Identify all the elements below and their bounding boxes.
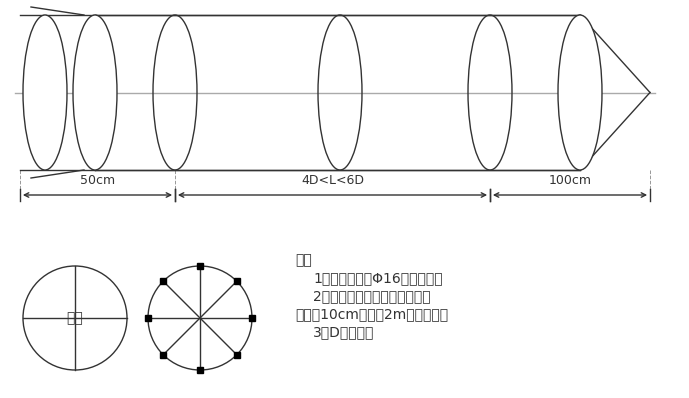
Text: 箍筋: 箍筋 [67,311,83,325]
Text: 3、D为桩径。: 3、D为桩径。 [313,325,374,339]
Ellipse shape [23,15,67,170]
Ellipse shape [558,15,602,170]
Text: 100cm: 100cm [548,174,591,187]
Text: 2、检孔器外径比桩基锤筋笼的: 2、检孔器外径比桩基锤筋笼的 [313,289,431,303]
Text: 注：: 注： [295,253,311,267]
Text: 4D<L<6D: 4D<L<6D [301,174,364,187]
Text: 1、检孔器均为Φ16的螺纹锤。: 1、检孔器均为Φ16的螺纹锤。 [313,271,442,285]
Ellipse shape [73,15,117,170]
Text: 直径大10cm。箍筋2m设置一道。: 直径大10cm。箍筋2m设置一道。 [295,307,448,321]
Text: 50cm: 50cm [80,174,115,187]
